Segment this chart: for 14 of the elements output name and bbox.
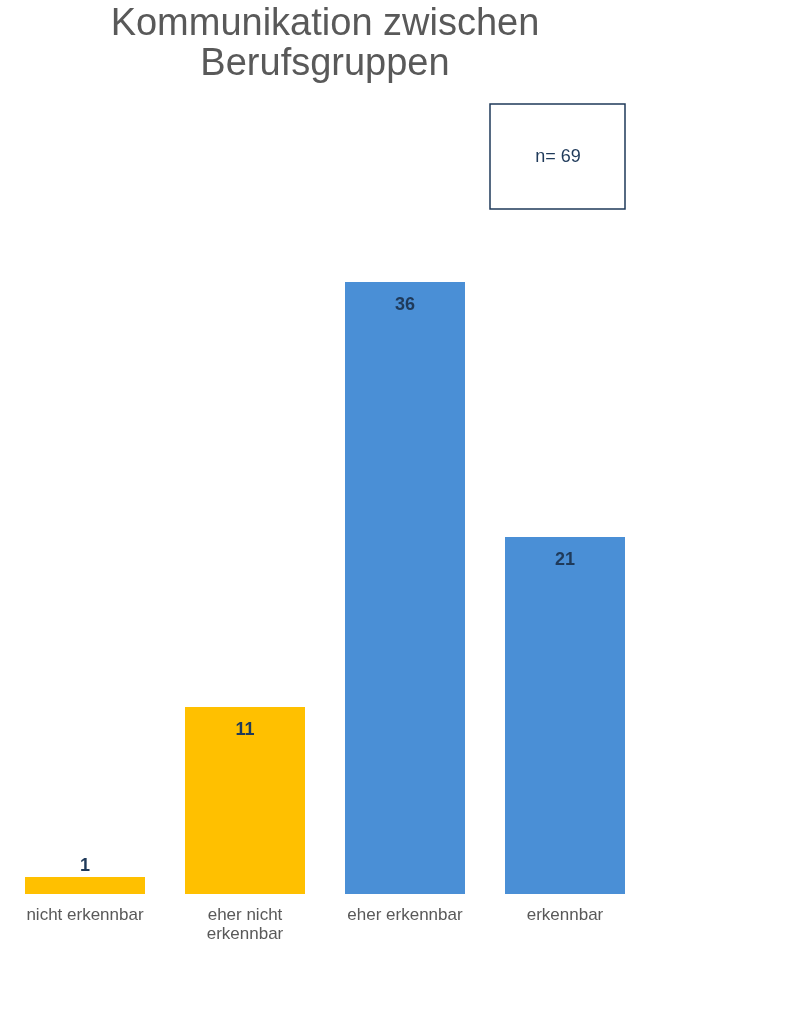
x-tick-label: eher erkennbar bbox=[347, 904, 463, 924]
bar bbox=[345, 282, 465, 894]
data-label: 21 bbox=[554, 549, 576, 569]
data-label: 36 bbox=[394, 294, 416, 314]
x-tick-label: eher nicht erkennbar bbox=[206, 904, 284, 943]
x-tick-label: erkennbar bbox=[526, 904, 604, 924]
text: n= 69 bbox=[535, 146, 581, 166]
data-label: 11 bbox=[235, 719, 255, 739]
data-label: 1 bbox=[79, 855, 91, 875]
x-tick-label: nicht erkennbar bbox=[26, 904, 144, 924]
chart-title: Kommunikation zwischen Berufsgruppen bbox=[110, 1, 540, 84]
bar bbox=[505, 537, 625, 894]
bar bbox=[25, 877, 145, 894]
bar bbox=[185, 707, 305, 894]
